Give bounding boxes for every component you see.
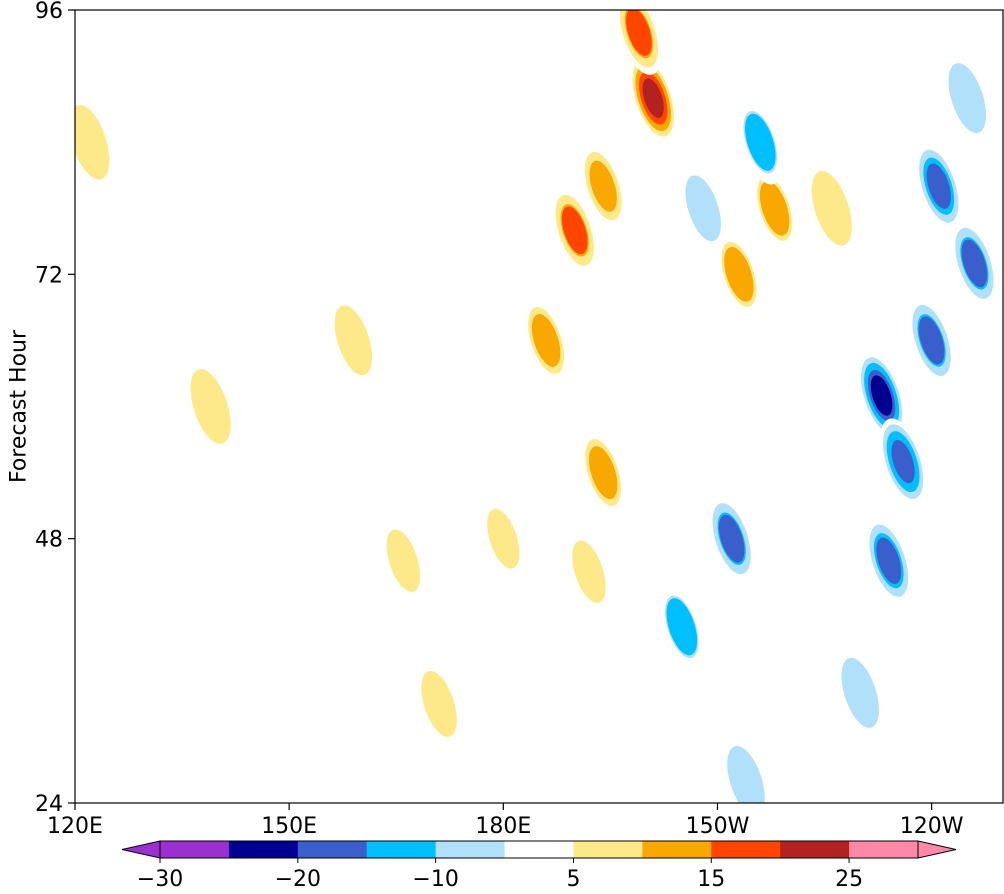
y-tick-label: 24 xyxy=(35,792,63,817)
field-contour xyxy=(926,163,952,209)
colorbar-border xyxy=(159,840,919,859)
colorbar-tick-label: −20 xyxy=(275,867,321,892)
x-tick-label: 120W xyxy=(900,814,964,839)
colorbar-segment xyxy=(366,841,437,858)
x-tick-label: 120E xyxy=(47,814,103,839)
colorbar-segment xyxy=(573,841,643,858)
field-contour xyxy=(572,540,606,603)
field-contour xyxy=(724,246,754,302)
field-contour xyxy=(811,170,852,246)
colorbar-segment xyxy=(849,841,919,858)
colorbar-extend-low xyxy=(121,840,161,859)
field-contour xyxy=(666,598,698,656)
field-contour xyxy=(642,78,664,118)
field-contour xyxy=(718,514,745,563)
colorbar-segment xyxy=(780,841,850,858)
field-contour xyxy=(744,113,776,171)
colorbar-tick-label: 25 xyxy=(835,867,863,892)
x-tick-label: 180E xyxy=(475,814,531,839)
colorbar-tick-label: 15 xyxy=(697,867,725,892)
field-contour xyxy=(918,316,945,365)
field-contour xyxy=(561,206,588,255)
colorbar-segment xyxy=(711,841,781,858)
colorbar: −30 −20 −10 5 15 25 xyxy=(121,840,957,892)
y-tick-label: 96 xyxy=(35,0,63,24)
colorbar-segment xyxy=(297,841,368,858)
colorbar-tick-label: −30 xyxy=(137,867,183,892)
field-contour xyxy=(190,369,231,444)
field-layer xyxy=(75,0,998,803)
field-contour xyxy=(421,670,457,737)
field-contour xyxy=(75,104,110,180)
field-contour xyxy=(948,63,987,134)
field-contour xyxy=(588,446,618,500)
x-tick-label: 150E xyxy=(261,814,317,839)
colorbar-segment xyxy=(504,841,574,858)
y-axis: 24 48 72 96 xyxy=(35,0,75,817)
colorbar-segment xyxy=(228,841,299,858)
y-tick-label: 48 xyxy=(35,528,63,553)
field-contour xyxy=(386,529,421,592)
field-contour xyxy=(841,657,879,728)
field-contour xyxy=(685,175,721,242)
field-contour xyxy=(626,10,652,56)
y-tick-label: 72 xyxy=(35,263,63,288)
field-contour xyxy=(759,180,790,236)
colorbar-segment xyxy=(160,841,230,858)
field-contour xyxy=(727,746,765,803)
colorbar-extend-high xyxy=(917,840,957,859)
field-contour xyxy=(516,0,563,1)
colorbar-segment xyxy=(435,841,506,858)
x-axis: 120E 150E 180E 150W 120W xyxy=(47,803,964,839)
field-contour xyxy=(507,0,570,13)
field-contour xyxy=(876,537,902,584)
field-contour xyxy=(961,239,988,288)
field-contour xyxy=(487,508,520,569)
field-contour xyxy=(589,160,617,212)
field-contour xyxy=(891,440,915,484)
y-axis-label: Forecast Hour xyxy=(7,329,32,483)
field-contour xyxy=(870,375,893,416)
colorbar-segment xyxy=(642,841,712,858)
x-tick-label: 150W xyxy=(686,814,750,839)
plot-frame xyxy=(74,9,1004,804)
field-contour xyxy=(334,305,373,376)
colorbar-tick-label: −10 xyxy=(412,867,458,892)
colorbar-tick-label: 5 xyxy=(566,867,580,892)
field-contour xyxy=(531,313,561,367)
